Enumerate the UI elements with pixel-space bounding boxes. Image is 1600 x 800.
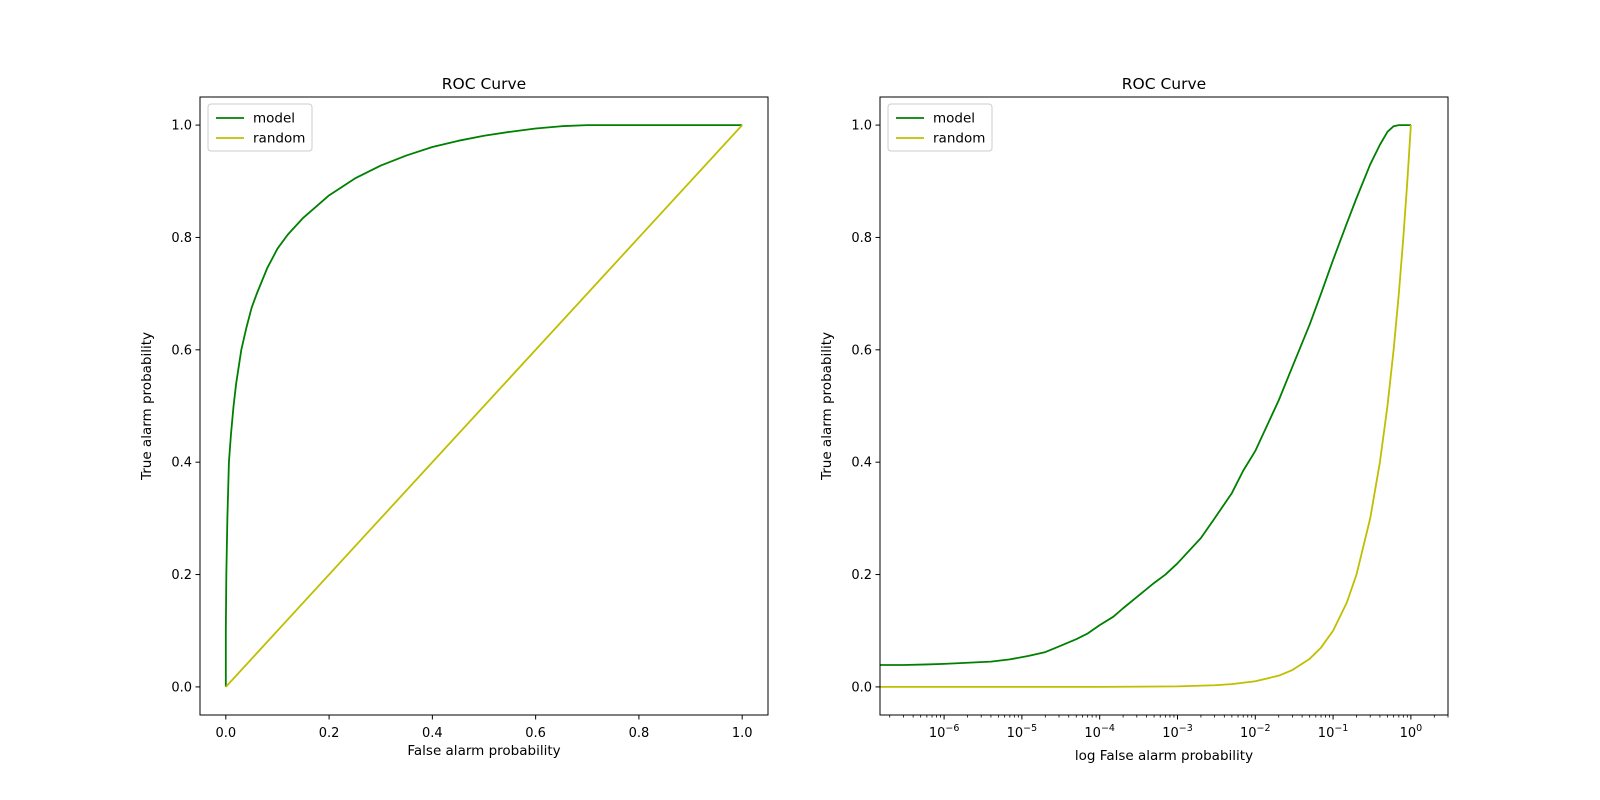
chart-title: ROC Curve (1122, 75, 1206, 93)
x-tick-label: 0.6 (525, 726, 546, 741)
y-tick-label: 0.4 (171, 456, 192, 471)
y-tick-label: 0.0 (851, 680, 872, 695)
x-tick-label: 10−2 (1240, 723, 1271, 741)
series-line-random (225, 124, 743, 688)
x-tick-label: 0.4 (422, 726, 443, 741)
x-tick-label: 10−6 (929, 723, 960, 741)
legend-box (887, 103, 993, 152)
y-tick-label: 0.0 (171, 680, 192, 695)
legend-label-model: model (253, 111, 295, 127)
legend-label-random: random (253, 131, 305, 147)
y-axis-label: True alarm probability (139, 332, 155, 481)
x-tick-label: 10−1 (1318, 723, 1349, 741)
x-tick-label: 0.8 (629, 726, 650, 741)
y-tick-label: 0.2 (171, 568, 192, 583)
x-tick-label: 0.0 (215, 726, 236, 741)
y-tick-label: 1.0 (171, 119, 192, 134)
x-tick-label: 10−5 (1007, 723, 1038, 741)
x-tick-label: 0.2 (319, 726, 340, 741)
y-tick-label: 0.6 (851, 343, 872, 358)
x-tick-label: 100 (1400, 723, 1423, 741)
series-line-model (224, 124, 743, 687)
axes-frame (199, 96, 769, 716)
x-tick-label: 10−4 (1084, 723, 1115, 741)
legend-label-model: model (933, 111, 975, 127)
legend-box (207, 103, 313, 152)
axes-frame (879, 96, 1449, 716)
x-axis-label: log False alarm probability (1075, 748, 1253, 764)
series-group (880, 124, 1412, 688)
x-tick-label: 10−3 (1162, 723, 1193, 741)
y-tick-label: 1.0 (851, 119, 872, 134)
series-line-model (880, 124, 1411, 666)
y-tick-label: 0.6 (171, 343, 192, 358)
series-group (224, 124, 743, 688)
x-axis-label: False alarm probability (407, 743, 560, 759)
legend: model random (887, 103, 993, 152)
x-tick-label: 1.0 (732, 726, 753, 741)
chart-1: 0.0 0.2 0.4 0.6 0.8 1.0 0.0 0.2 0.4 0.6 0.8 1.0 ROC … (139, 75, 769, 759)
y-tick-label: 0.8 (171, 231, 192, 246)
y-tick-label: 0.2 (851, 568, 872, 583)
chart-title: ROC Curve (442, 75, 526, 93)
y-tick-label: 0.4 (851, 456, 872, 471)
y-tick-label: 0.8 (851, 231, 872, 246)
legend-label-random: random (933, 131, 985, 147)
chart-2: 0.0 0.2 0.4 0.6 0.8 1.0 10−6 10−5 10−4 10−3 10−2 10… (819, 75, 1449, 764)
legend: model random (207, 103, 313, 152)
series-line-random (880, 125, 1412, 688)
y-axis-label: True alarm probability (819, 332, 835, 481)
